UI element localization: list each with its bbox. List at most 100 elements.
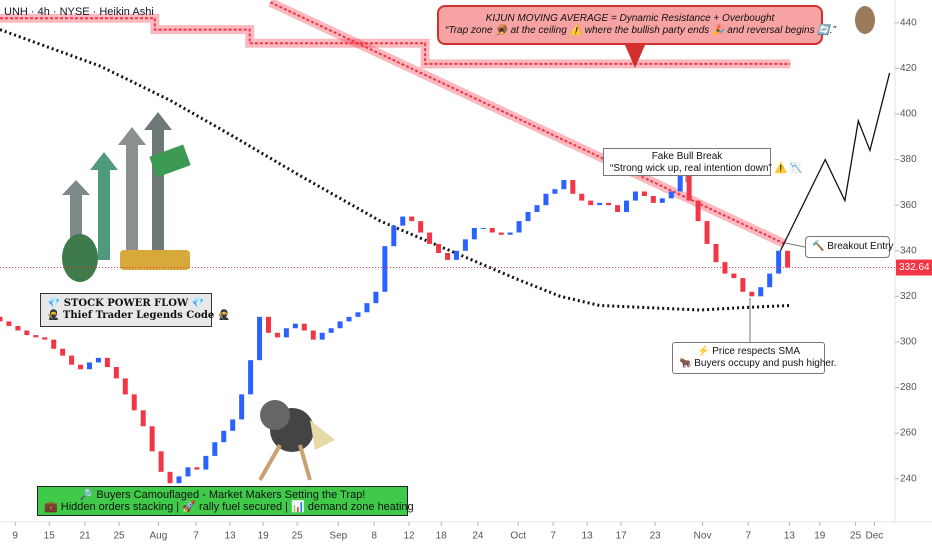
candle [740,278,746,292]
candle [659,198,665,203]
plot-area [0,0,899,526]
candle [203,455,209,470]
candle [113,366,119,379]
x-tick-label: Sep [329,531,347,542]
candle [6,321,12,326]
annotation-line: “Strong wick up, real intention down” ⚠️… [610,163,803,174]
x-tick-label: 19 [258,531,270,542]
candle [767,273,773,288]
candle [758,287,764,297]
candle [436,243,442,254]
candle [722,262,728,274]
x-tick-label: 8 [371,531,377,542]
candle [24,330,30,336]
candle [615,205,621,212]
x-tick-label: 25 [850,531,862,542]
candle [95,357,101,363]
candle [51,339,57,349]
candle [588,200,594,206]
candle [131,394,137,411]
candle [453,250,459,260]
chart-title: UNH · 4h · NYSE · Heikin Ashi [4,6,154,18]
candle [337,321,343,329]
x-tick-label: Dec [866,531,884,542]
candle [167,471,173,484]
candle [713,243,719,263]
candle [641,191,647,197]
x-tick-label: 7 [193,531,199,542]
candle [534,205,540,212]
x-tick-label: 7 [550,531,556,542]
candle [221,430,227,443]
x-tick-label: 23 [650,531,662,542]
x-tick-label: 7 [745,531,751,542]
kijun-callout: KIJUN MOVING AVERAGE = Dynamic Resistanc… [437,5,836,45]
x-tick-label: 12 [403,531,415,542]
candle [677,175,683,192]
candle [749,291,755,297]
candle [650,196,656,203]
candle [606,202,612,206]
annotation-line: 💎 STOCK POWER FLOW 💎 [47,298,205,309]
x-tick-label: 13 [784,531,796,542]
candle [543,193,549,206]
x-tick-label: 21 [79,531,91,542]
y-tick-label: 360 [900,200,917,211]
candle [471,227,477,240]
candle [319,332,325,340]
annotation-line: ⚡ Price respects SMA [696,346,801,357]
candle [561,180,567,190]
candle [257,316,263,361]
candle [230,419,236,431]
brand-box: 💎 STOCK POWER FLOW 💎 🥷 Thief Trader Legen… [40,293,230,327]
candle [462,239,468,251]
candle [0,316,3,322]
last-price-label: 332.64 [899,262,930,273]
annotation-line: 🔎 Buyers Camouflaged - Market Makers Set… [79,489,366,501]
candle [33,335,39,338]
x-tick-label: 15 [44,531,56,542]
y-tick-label: 400 [900,109,917,120]
y-tick-label: 300 [900,337,917,348]
candle [382,246,388,292]
y-tick-label: 240 [900,473,917,484]
candle [122,378,128,395]
connector [784,242,806,248]
x-tick-label: Aug [150,531,168,542]
candle [695,200,701,222]
x-tick-label: 25 [113,531,125,542]
candle [507,232,513,235]
icons [62,6,875,481]
candle [355,312,361,317]
candle [301,323,307,331]
candle [149,426,155,452]
annotation-line: 🐂 Buyers occupy and push higher. [679,358,837,369]
x-tick-label: Oct [510,531,526,542]
candle [632,191,638,201]
candle [239,394,245,420]
overlay-line [0,28,791,312]
annotation-line: Fake Bull Break [651,151,723,162]
candle [516,221,522,233]
x-tick-label: 9 [12,531,18,542]
x-tick-label: 25 [292,531,304,542]
y-tick-label: 420 [900,63,917,74]
candle [266,316,271,333]
candle [15,325,21,331]
candle [373,291,379,304]
candle [292,323,298,329]
candle [480,227,486,229]
candle [310,330,316,340]
candle [328,328,334,333]
candle [400,216,406,226]
candle [104,357,110,367]
callout-pointer [625,45,645,68]
candle [624,200,629,212]
fake-break-note: Fake Bull Break “Strong wick up, real int… [603,148,803,176]
candle [248,360,254,395]
candle [686,175,692,201]
candle [176,476,182,484]
candle [158,451,164,472]
candle [87,362,92,370]
